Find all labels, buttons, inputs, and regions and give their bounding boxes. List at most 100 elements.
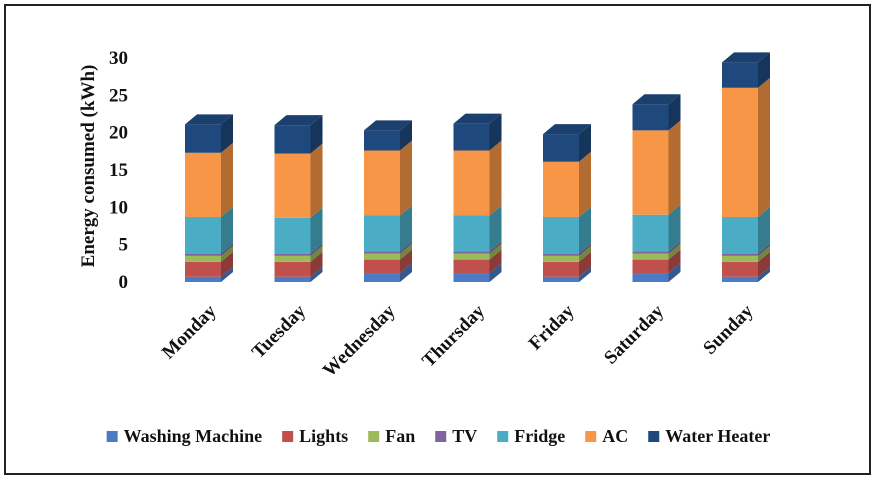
segment-top xyxy=(453,113,502,124)
segment-front xyxy=(722,87,758,218)
segment-fridge xyxy=(722,207,770,254)
segment-side xyxy=(310,143,323,218)
legend-label: Water Heater xyxy=(665,426,770,446)
segment-lights xyxy=(722,251,770,277)
legend-item-tv: TV xyxy=(435,426,477,446)
segment-fridge xyxy=(185,207,233,254)
legend-item-washing-machine: Washing Machine xyxy=(106,426,263,446)
segment-fridge xyxy=(453,205,502,252)
segment-top xyxy=(722,52,770,63)
segment-front xyxy=(453,273,490,282)
segment-fan xyxy=(453,243,502,260)
y-axis-label: Energy consumed (kWh) xyxy=(78,65,99,268)
segment-ac xyxy=(185,142,233,218)
segment-ac xyxy=(453,140,502,216)
segment-fridge xyxy=(632,204,681,252)
segment-front xyxy=(364,253,400,260)
segment-fan xyxy=(543,245,591,262)
y-tick-label: 5 xyxy=(119,235,129,256)
segment-side xyxy=(579,243,591,256)
segment-side xyxy=(758,251,770,277)
segment-tv xyxy=(453,241,502,254)
segment-front xyxy=(453,251,490,254)
segment-side xyxy=(221,243,233,256)
segment-front xyxy=(632,273,669,282)
segment-front xyxy=(185,276,221,282)
segment-tv xyxy=(632,241,681,254)
segment-tv xyxy=(185,243,233,256)
segment-side xyxy=(400,205,412,252)
x-tick-label: Sunday xyxy=(699,300,758,359)
segment-side xyxy=(668,243,681,260)
segment-washing-machine xyxy=(364,263,412,282)
segment-side xyxy=(400,241,412,254)
segment-side xyxy=(579,245,591,262)
segment-top xyxy=(543,124,591,135)
segment-front xyxy=(543,253,579,256)
legend-label: Lights xyxy=(299,426,348,446)
segment-lights xyxy=(632,249,681,274)
segment-front xyxy=(185,261,221,277)
segment-side xyxy=(579,124,591,162)
segment-side xyxy=(579,151,591,218)
legend: Washing Machine Lights Fan TV Fridge AC Water … xyxy=(106,426,770,446)
legend-item-fridge: Fridge xyxy=(497,426,565,446)
segment-front xyxy=(274,255,311,262)
legend-label: TV xyxy=(452,426,477,446)
segment-side xyxy=(758,243,770,256)
legend-label: Washing Machine xyxy=(124,426,263,446)
legend-swatch xyxy=(282,431,294,442)
segment-side xyxy=(400,120,412,151)
segment-side xyxy=(221,245,233,262)
segment-front xyxy=(543,217,579,254)
segment-front xyxy=(453,259,490,274)
segment-front xyxy=(185,253,221,256)
segment-side xyxy=(221,251,233,277)
segment-side xyxy=(668,241,681,254)
segment-side xyxy=(400,249,412,274)
segment-side xyxy=(758,52,770,88)
segment-side xyxy=(310,266,323,282)
segment-water-heater xyxy=(543,124,591,162)
segment-front xyxy=(453,253,490,260)
segment-front xyxy=(543,134,579,162)
segment-ac xyxy=(274,143,323,218)
y-tick-label: 20 xyxy=(109,123,128,144)
segment-front xyxy=(722,62,758,88)
segment-fan xyxy=(274,245,323,262)
segment-side xyxy=(668,263,681,282)
segment-front xyxy=(274,217,311,254)
segment-front xyxy=(632,253,669,260)
segment-front xyxy=(274,153,311,218)
segment-washing-machine xyxy=(722,266,770,282)
segment-front xyxy=(722,217,758,254)
segment-front xyxy=(274,261,311,277)
segment-side xyxy=(668,249,681,274)
segment-side xyxy=(758,266,770,282)
legend-swatch xyxy=(106,431,118,442)
legend-label: Fridge xyxy=(514,426,565,446)
segment-ac xyxy=(543,151,591,218)
segment-side xyxy=(221,266,233,282)
segment-ac xyxy=(364,140,412,216)
segment-side xyxy=(579,207,591,254)
legend-swatch xyxy=(497,431,509,442)
segment-side xyxy=(758,207,770,254)
segment-washing-machine xyxy=(453,263,502,282)
segment-tv xyxy=(543,243,591,256)
segment-washing-machine xyxy=(632,263,681,282)
segment-front xyxy=(722,255,758,262)
segment-side xyxy=(310,245,323,262)
segment-front xyxy=(364,273,400,282)
segment-front xyxy=(632,214,669,252)
x-tick-label: Saturday xyxy=(600,300,668,368)
segment-side xyxy=(310,115,323,154)
segment-water-heater xyxy=(722,52,770,88)
bar-thursday xyxy=(453,113,502,282)
y-tick-label: 15 xyxy=(109,160,128,181)
segment-water-heater xyxy=(364,120,412,151)
segment-side xyxy=(221,207,233,254)
segment-fridge xyxy=(364,205,412,252)
segment-side xyxy=(310,243,323,256)
